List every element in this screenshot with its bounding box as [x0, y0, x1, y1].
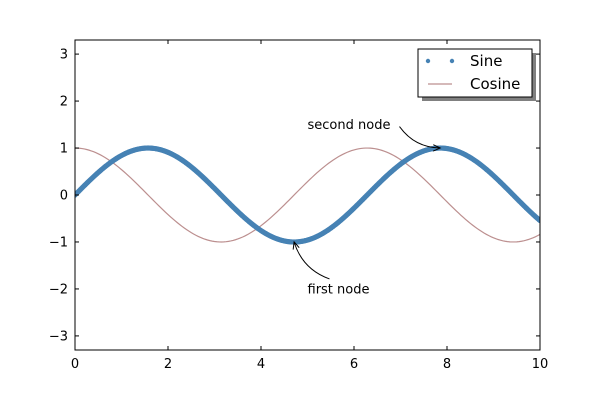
- annotation-label: second node: [308, 118, 391, 133]
- legend-item-cosine: Cosine: [428, 75, 520, 93]
- y-tick-label: −3: [49, 329, 68, 344]
- x-tick-label: 8: [443, 357, 451, 372]
- annotation-arrow: [293, 241, 330, 280]
- y-tick-label: −2: [49, 282, 68, 297]
- sine-point: [537, 217, 540, 224]
- y-tick-label: 3: [60, 48, 68, 63]
- legend-sine-marker: [425, 58, 431, 64]
- x-tick-label: 2: [164, 357, 172, 372]
- annotation-arrowhead: [292, 240, 300, 250]
- y-tick-label: −1: [49, 235, 68, 250]
- x-tick-label: 10: [532, 357, 549, 372]
- annotation-arrowhead: [432, 144, 442, 152]
- sine-series: [75, 145, 540, 245]
- axis-tick-labels: 0 2 4 6 8 10 −3 −2 −1 0 1 2 3: [49, 48, 548, 372]
- annotation-arrow: [399, 126, 441, 149]
- annotation-label: first node: [308, 282, 370, 297]
- legend-frame: [417, 48, 533, 98]
- legend-item-sine: Sine: [425, 52, 502, 70]
- cosine-line: [75, 147, 540, 243]
- plot-frame: [74, 39, 541, 351]
- x-tick-label: 4: [257, 357, 265, 372]
- legend: Sine Cosine: [417, 48, 536, 101]
- legend-cosine-label: Cosine: [470, 75, 520, 93]
- x-tick-label: 0: [71, 357, 79, 372]
- legend-sine-label: Sine: [470, 52, 502, 70]
- y-tick-label: 1: [60, 142, 68, 157]
- annotations: first node second node: [292, 118, 442, 297]
- y-tick-label: 2: [60, 95, 68, 110]
- cosine-series: [75, 147, 540, 243]
- x-tick-label: 6: [350, 357, 358, 372]
- y-tick-label: 0: [60, 189, 68, 204]
- legend-sine-marker: [449, 58, 455, 64]
